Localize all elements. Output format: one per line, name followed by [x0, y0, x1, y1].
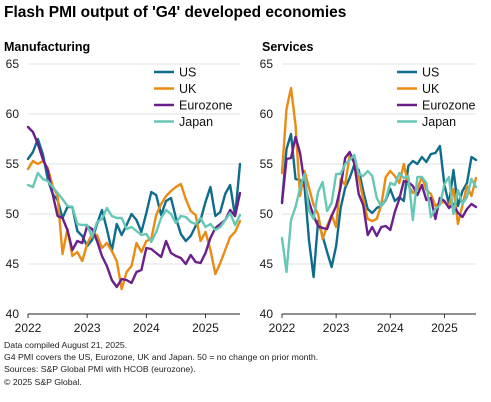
services-legend-label-japan: Japan	[422, 115, 456, 129]
footer-coverage-note: G4 PMI covers the US, Eurozone, UK and J…	[4, 352, 319, 363]
services-x-tick-label: 2024	[377, 321, 404, 335]
manufacturing-y-tick-label: 65	[6, 57, 20, 71]
manufacturing-y-tick-label: 60	[6, 107, 20, 121]
services-series-line-us	[280, 132, 478, 279]
services-legend-label-us: US	[422, 66, 439, 80]
manufacturing-y-tick-label: 45	[6, 257, 20, 271]
manufacturing-legend-label-eurozone: Eurozone	[179, 99, 233, 113]
services-x-tick-label: 2025	[431, 321, 458, 335]
manufacturing-x-tick-label: 2024	[133, 321, 160, 335]
services-series-line-japan	[280, 153, 478, 274]
manufacturing-y-tick-label: 40	[6, 307, 20, 321]
main-title: Flash PMI output of 'G4' developed econo…	[4, 4, 347, 21]
services-legend-label-eurozone: Eurozone	[422, 99, 476, 113]
manufacturing-panel-title: Manufacturing	[4, 40, 90, 54]
services-x-tick-label: 2022	[269, 321, 296, 335]
services-x-tick-label: 2023	[323, 321, 350, 335]
manufacturing-x-tick-label: 2025	[192, 321, 219, 335]
manufacturing-series-line-us	[26, 137, 242, 253]
services-series-line-eurozone	[280, 135, 478, 238]
manufacturing-y-tick-label: 50	[6, 207, 20, 221]
footer-compiled-note: Data compiled August 21, 2025.	[4, 340, 128, 350]
services-y-tick-label: 65	[260, 57, 274, 71]
services-y-tick-label: 55	[260, 157, 274, 171]
footer-notes: Data compiled August 21, 2025. G4 PMI co…	[4, 339, 318, 388]
manufacturing-legend-label-uk: UK	[179, 82, 197, 96]
manufacturing-series-line-uk	[26, 159, 242, 291]
services-y-tick-label: 50	[260, 207, 274, 221]
manufacturing-legend-label-japan: Japan	[179, 115, 213, 129]
services-y-tick-label: 45	[260, 257, 274, 271]
services-y-tick-label: 40	[260, 307, 274, 321]
footer-copyright: © 2025 S&P Global.	[4, 376, 82, 387]
manufacturing-x-tick-label: 2023	[74, 321, 101, 335]
manufacturing-x-tick-label: 2022	[15, 321, 42, 335]
services-series-line-uk	[280, 86, 478, 241]
manufacturing-y-tick-label: 55	[6, 157, 20, 171]
services-y-tick-label: 60	[260, 107, 274, 121]
footer-sources-note: Sources: S&P Global PMI with HCOB (euroz…	[4, 364, 196, 375]
manufacturing-series-line-japan	[26, 171, 242, 244]
manufacturing-legend-label-us: US	[179, 66, 196, 80]
services-legend-label-uk: UK	[422, 82, 440, 96]
services-panel-title: Services	[262, 40, 313, 54]
manufacturing-series-line-eurozone	[26, 125, 242, 289]
